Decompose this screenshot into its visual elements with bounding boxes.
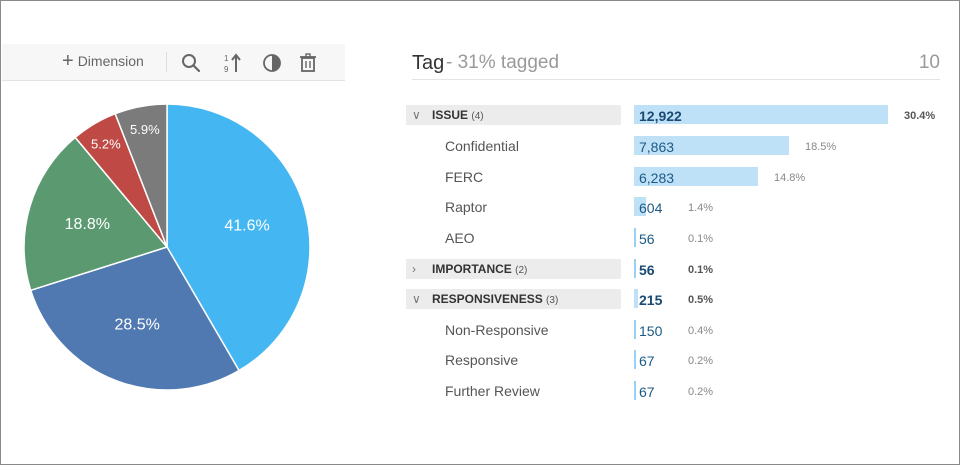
pie-slice-2[interactable] (23, 136, 169, 292)
tag-count-value[interactable]: 215 (639, 292, 663, 308)
svg-text:9: 9 (224, 65, 229, 74)
tag-percent: 1.4% (688, 202, 714, 214)
tag-group-count: (3) (546, 295, 559, 306)
tag-group-row[interactable]: ∨ RESPONSIVENESS (3) 215 0.5% (406, 289, 946, 311)
tag-bar (634, 350, 636, 369)
plus-icon: + (62, 50, 74, 72)
tag-label[interactable]: Responsive (445, 352, 519, 368)
tag-count-value[interactable]: 56 (639, 231, 655, 247)
tag-count-value[interactable]: 6,283 (639, 170, 675, 186)
tag-count-value[interactable]: 56 (639, 262, 655, 278)
tag-bar (634, 136, 789, 155)
tag-title: Tag (412, 52, 445, 74)
tag-percent: 14.8% (774, 172, 806, 184)
tag-count-value[interactable]: 604 (639, 200, 663, 216)
tag-percent: 0.5% (688, 294, 714, 306)
tag-count-value[interactable]: 67 (639, 353, 655, 369)
search-icon[interactable] (180, 52, 202, 74)
svg-text:1: 1 (224, 54, 229, 63)
tag-bar (634, 289, 638, 308)
pie-slice-1[interactable] (29, 246, 241, 391)
pie-slice-0[interactable] (166, 103, 311, 372)
pie-slice-label-3: 5.2% (91, 137, 121, 152)
tag-percent: 18.5% (805, 141, 837, 153)
tag-group-label: RESPONSIVENESS (432, 292, 547, 306)
pie-slice-label-1: 28.5% (115, 316, 160, 333)
tag-count-value[interactable]: 7,863 (639, 139, 675, 155)
tag-group-header[interactable]: › IMPORTANCE (2) (406, 259, 621, 279)
tag-group-row[interactable]: › IMPORTANCE (2) 56 0.1% (406, 259, 946, 281)
chevron-down-icon[interactable]: ∨ (412, 108, 421, 122)
tag-group-label: ISSUE (432, 108, 472, 122)
tag-bar (634, 259, 636, 278)
pie-slice-label-0: 41.6% (224, 217, 269, 234)
tag-label[interactable]: Raptor (445, 199, 488, 215)
toolbar-divider (166, 52, 167, 72)
tag-percent: 0.1% (688, 233, 714, 245)
add-dimension-button[interactable]: + Dimension (62, 50, 144, 72)
tag-count-value[interactable]: 150 (639, 323, 663, 339)
tag-group-count: (4) (471, 111, 484, 122)
tag-row[interactable]: Confidential 7,863 18.5% (406, 136, 946, 158)
tag-bar (634, 105, 888, 124)
tag-label[interactable]: Further Review (445, 383, 540, 399)
tag-row[interactable]: FERC 6,283 14.8% (406, 167, 946, 189)
tag-count-value[interactable]: 12,922 (639, 108, 682, 124)
tag-bar (634, 197, 646, 216)
chevron-right-icon[interactable]: › (412, 262, 416, 276)
tag-row[interactable]: AEO 56 0.1% (406, 228, 946, 250)
tag-bar (634, 167, 758, 186)
tag-percent: 0.2% (688, 355, 714, 367)
tag-bar (634, 381, 636, 400)
tag-label[interactable]: FERC (445, 169, 484, 185)
pie-slice-label-2: 18.8% (65, 216, 110, 233)
tag-percent: 0.2% (688, 386, 714, 398)
tag-row[interactable]: Raptor 604 1.4% (406, 197, 946, 219)
tag-subtitle: - 31% tagged (446, 52, 560, 73)
tag-label[interactable]: Confidential (445, 138, 519, 154)
tag-count-value[interactable]: 67 (639, 384, 655, 400)
tag-group-count: (2) (515, 265, 528, 276)
tag-bar (634, 228, 636, 247)
tag-row[interactable]: Responsive 67 0.2% (406, 350, 946, 372)
tag-label[interactable]: Non-Responsive (445, 322, 549, 338)
pie-slice-4[interactable] (114, 103, 168, 248)
tag-group-header[interactable]: ∨ ISSUE (4) (406, 105, 621, 125)
chevron-down-icon[interactable]: ∨ (412, 292, 421, 306)
trash-icon[interactable] (297, 52, 319, 74)
tag-count: 10 (918, 52, 940, 73)
tag-group-label: IMPORTANCE (432, 262, 516, 276)
tag-row[interactable]: Further Review 67 0.2% (406, 381, 946, 403)
tag-group-row[interactable]: ∨ ISSUE (4) 12,922 30.4% (406, 105, 946, 127)
tag-bar (634, 320, 636, 339)
pie-slice-label-4: 5.9% (130, 122, 160, 137)
tag-percent: 0.1% (688, 264, 714, 276)
tag-group-header[interactable]: ∨ RESPONSIVENESS (3) (406, 289, 621, 309)
add-dimension-label: Dimension (77, 53, 144, 69)
pie-chart: 41.6% 28.5% 18.8% 5.2% 5.9% (21, 101, 313, 393)
tag-header: Tag - 31% tagged 10 (412, 49, 940, 80)
tag-label[interactable]: AEO (445, 230, 475, 246)
tag-percent: 0.4% (688, 325, 714, 337)
tag-row[interactable]: Non-Responsive 150 0.4% (406, 320, 946, 342)
pie-chart-icon[interactable] (261, 52, 283, 74)
tag-percent: 30.4% (904, 110, 936, 122)
